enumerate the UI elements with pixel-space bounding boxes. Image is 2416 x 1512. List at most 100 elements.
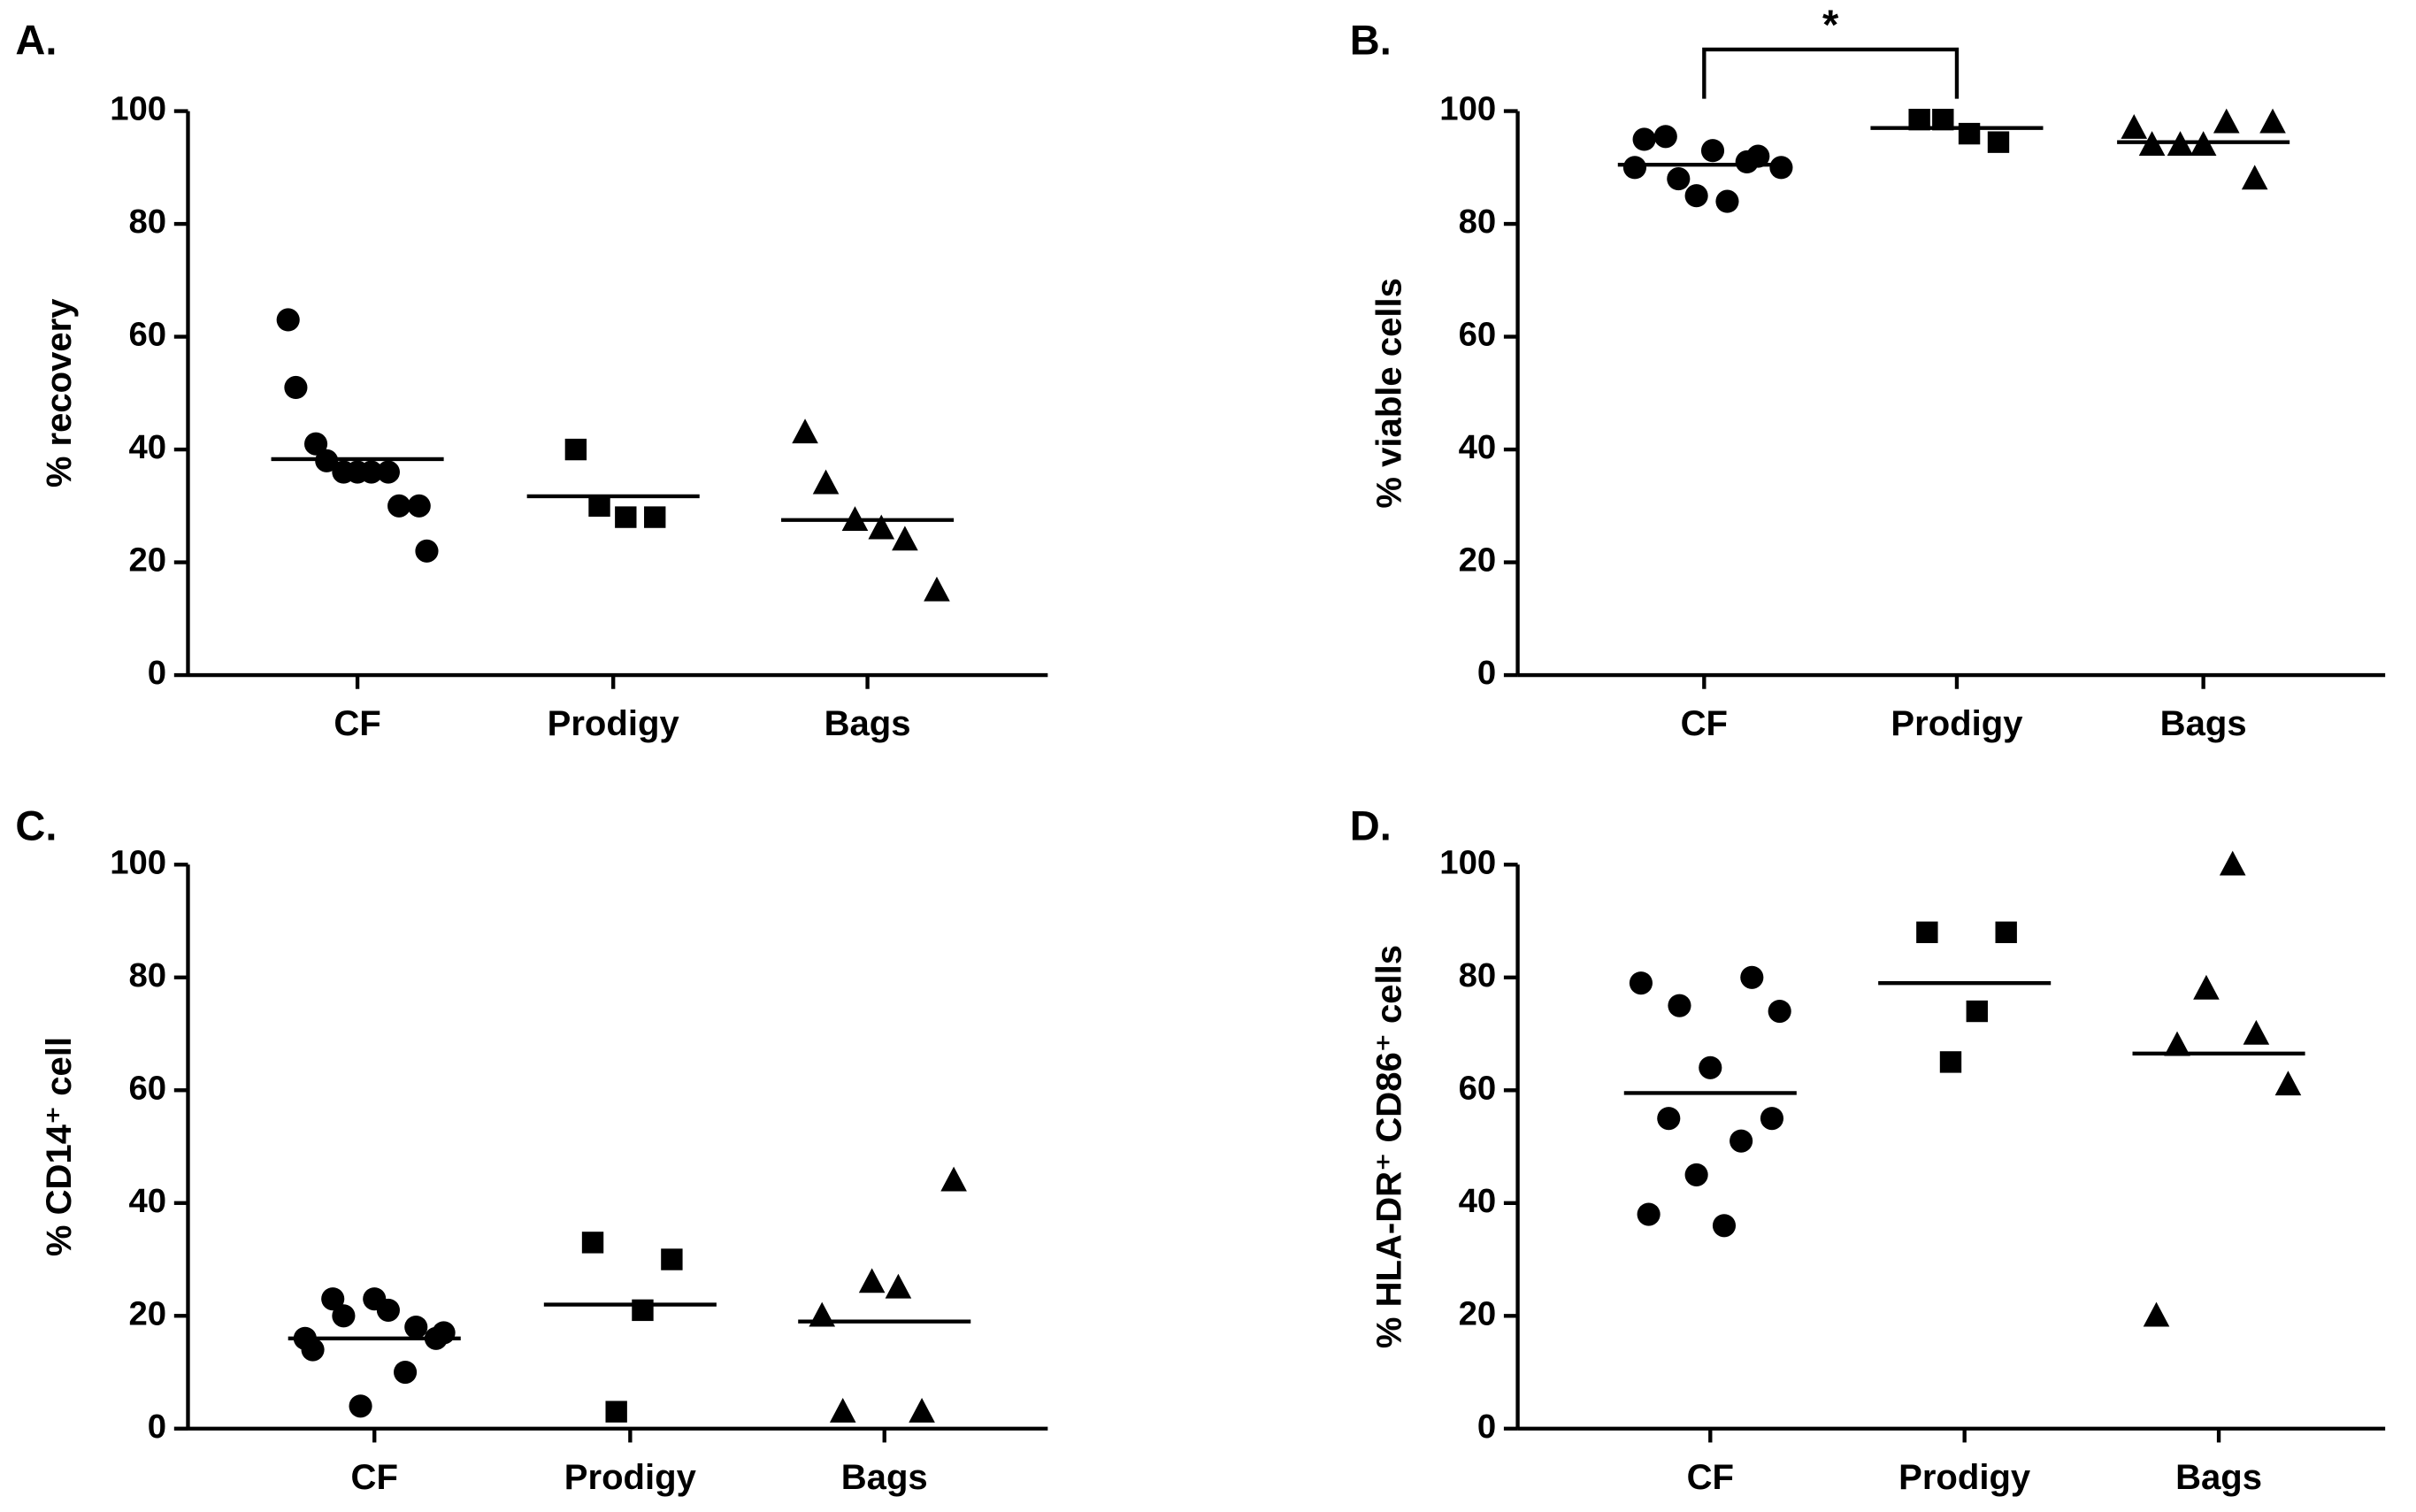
y-tick-label: 80 — [1459, 956, 1497, 994]
data-point — [376, 460, 400, 484]
data-point — [1995, 921, 2017, 943]
data-point — [332, 1304, 356, 1328]
y-axis-label: % viable cells — [1369, 278, 1408, 508]
data-point — [1668, 994, 1691, 1017]
data-point — [1769, 156, 1793, 180]
y-tick-label: 100 — [1439, 90, 1496, 128]
panel-label: C. — [15, 802, 57, 849]
data-point — [1715, 189, 1739, 213]
y-tick-label: 0 — [1477, 654, 1496, 692]
data-point — [892, 526, 918, 551]
data-point — [2164, 1031, 2190, 1056]
data-point — [1653, 125, 1677, 149]
data-point — [1768, 999, 1791, 1024]
y-tick-label: 40 — [1459, 428, 1497, 466]
data-point — [581, 1232, 604, 1254]
y-tick-label: 20 — [128, 541, 166, 579]
data-point — [284, 375, 308, 400]
x-tick-label: Bags — [841, 1458, 928, 1497]
data-point — [1622, 156, 1647, 180]
data-point — [588, 495, 610, 518]
y-tick-label: 40 — [128, 428, 166, 466]
data-point — [2243, 1019, 2270, 1045]
data-point — [1667, 167, 1691, 191]
x-tick-label: Prodigy — [1891, 704, 2023, 743]
y-tick-label: 20 — [1459, 541, 1497, 579]
y-axis-label: % HLA-DR⁺ CD86⁺ cells — [1369, 945, 1408, 1348]
data-point — [1657, 1107, 1681, 1131]
x-tick-label: CF — [334, 704, 380, 743]
data-point — [858, 1268, 886, 1293]
x-tick-label: Prodigy — [548, 704, 680, 743]
y-tick-label: 60 — [1459, 316, 1497, 354]
data-point — [276, 308, 300, 332]
data-point — [1684, 184, 1708, 208]
panel-label: D. — [1350, 802, 1392, 849]
x-tick-label: Bags — [2175, 1458, 2262, 1497]
x-tick-label: Prodigy — [564, 1458, 697, 1497]
data-point — [2259, 108, 2286, 134]
data-point — [1699, 1055, 1722, 1079]
y-axis-label: % recovery — [40, 298, 79, 487]
data-point — [868, 514, 895, 540]
data-point — [605, 1401, 627, 1423]
data-point — [615, 506, 637, 528]
data-point — [2241, 165, 2268, 190]
data-point — [885, 1273, 912, 1299]
data-point — [1712, 1214, 1737, 1238]
y-tick-label: 20 — [1459, 1294, 1497, 1332]
data-point — [564, 438, 587, 461]
data-point — [1740, 965, 1764, 989]
y-tick-label: 60 — [1459, 1069, 1497, 1107]
data-point — [321, 1287, 345, 1311]
y-tick-label: 100 — [1439, 843, 1496, 881]
data-point — [2193, 974, 2220, 1000]
data-point — [303, 432, 328, 456]
data-point — [829, 1397, 856, 1423]
y-tick-label: 40 — [1459, 1182, 1497, 1220]
data-point — [924, 576, 950, 602]
data-point — [1684, 1163, 1708, 1186]
x-tick-label: Bags — [2160, 704, 2247, 743]
y-tick-label: 0 — [148, 654, 166, 692]
data-point — [1939, 1051, 1962, 1073]
data-point — [2143, 1301, 2170, 1327]
significance-label: * — [1822, 1, 1839, 48]
data-point — [1637, 1202, 1661, 1226]
y-tick-label: 80 — [128, 956, 166, 994]
data-point — [1966, 1000, 1988, 1023]
data-point — [404, 1315, 428, 1339]
panel-label: B. — [1350, 16, 1392, 63]
y-tick-label: 20 — [128, 1294, 166, 1332]
data-point — [376, 1298, 400, 1322]
data-point — [394, 1360, 418, 1385]
data-point — [940, 1166, 967, 1192]
y-tick-label: 60 — [128, 1069, 166, 1107]
y-tick-label: 80 — [128, 203, 166, 241]
data-point — [1916, 921, 1938, 943]
y-tick-label: 100 — [110, 843, 166, 881]
y-tick-label: 80 — [1459, 203, 1497, 241]
data-point — [349, 1394, 372, 1418]
y-tick-label: 0 — [1477, 1408, 1496, 1446]
data-point — [644, 506, 666, 528]
data-point — [1987, 131, 2010, 153]
data-point — [432, 1321, 456, 1345]
y-axis-label: % CD14⁺ cell — [40, 1037, 79, 1256]
data-point — [1746, 144, 1770, 168]
data-point — [407, 494, 431, 518]
x-tick-label: CF — [1687, 1458, 1734, 1497]
x-tick-label: Prodigy — [1898, 1458, 2031, 1497]
significance-bracket — [1702, 47, 1960, 99]
data-point — [2219, 850, 2246, 876]
data-point — [2121, 114, 2148, 139]
y-tick-label: 0 — [148, 1408, 166, 1446]
y-tick-label: 100 — [110, 90, 166, 128]
x-tick-label: Bags — [825, 704, 911, 743]
data-point — [661, 1248, 683, 1270]
data-point — [1760, 1107, 1784, 1131]
panel-label: A. — [15, 16, 57, 63]
y-tick-label: 40 — [128, 1182, 166, 1220]
